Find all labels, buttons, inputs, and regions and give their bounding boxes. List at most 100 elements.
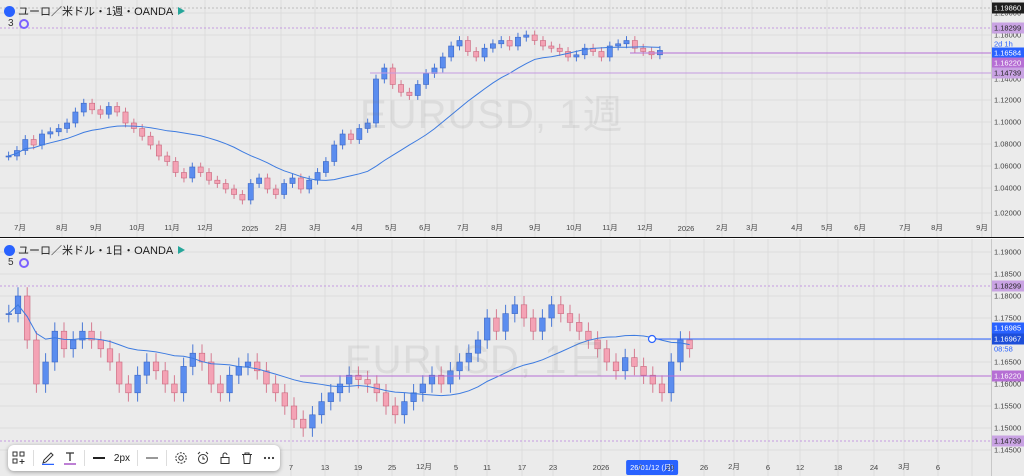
candle-down xyxy=(594,339,601,350)
text-icon[interactable] xyxy=(59,447,81,469)
candle-down xyxy=(122,111,129,124)
daily-x-tick: 18 xyxy=(833,463,843,472)
candle-down xyxy=(598,51,605,58)
candle-up xyxy=(484,317,491,341)
candle-down xyxy=(97,109,104,115)
candle-down xyxy=(231,188,237,195)
candle-down xyxy=(631,40,638,49)
candle-up xyxy=(189,352,196,367)
candle-down xyxy=(97,339,104,350)
weekly-y-tick: 1.12000 xyxy=(994,95,1022,105)
daily-indicator-row: 5 xyxy=(8,257,29,268)
candle-up xyxy=(677,339,684,363)
daily-price-axis[interactable]: 1.190001.185001.180001.175001.170001.165… xyxy=(991,239,1024,476)
candle-up xyxy=(523,34,530,38)
weekly-chart-pane[interactable]: EURUSD, 1週 ユーロ／米ドル・1週・OANDA 3 1.200001.1… xyxy=(0,0,1024,238)
candle-up xyxy=(235,366,242,376)
daily-sub-count[interactable]: 5 xyxy=(8,257,14,268)
weekly-x-tick: 11月 xyxy=(164,223,180,232)
candle-down xyxy=(152,361,160,372)
weekly-y-tick: 1.04000 xyxy=(994,183,1022,193)
line-width-label[interactable]: 2px xyxy=(113,452,131,464)
candle-up xyxy=(309,414,316,429)
candle-up xyxy=(51,330,58,363)
weekly-price-axis[interactable]: 1.200001.180001.160001.140001.120001.100… xyxy=(991,0,1024,237)
candle-up xyxy=(331,144,338,162)
more-icon[interactable] xyxy=(258,447,280,469)
indicator-toggle-icon[interactable] xyxy=(18,257,29,268)
weekly-x-tick: 5月 xyxy=(385,223,397,232)
daily-countdown-tag: 08:58 xyxy=(994,344,1013,354)
candle-down xyxy=(264,177,271,190)
weekly-sub-count[interactable]: 3 xyxy=(8,18,14,29)
weekly-x-tick: 8月 xyxy=(491,223,503,232)
candle-down xyxy=(382,392,390,407)
crosshair-date-badge: 26/01/12 (月) xyxy=(626,460,678,475)
weekly-title[interactable]: ユーロ／米ドル・1週・OANDA xyxy=(18,6,174,18)
candle-down xyxy=(197,166,204,173)
candle-down xyxy=(348,133,354,140)
flag-icon[interactable] xyxy=(178,7,186,15)
candle-up xyxy=(615,43,622,47)
daily-title[interactable]: ユーロ／米ドル・1日・OANDA xyxy=(18,245,174,257)
candle-down xyxy=(297,177,304,190)
candle-up xyxy=(306,179,313,190)
candle-down xyxy=(60,330,68,350)
unlock-icon[interactable] xyxy=(214,447,236,469)
candle-down xyxy=(493,317,500,332)
candle-down xyxy=(548,45,555,49)
candle-down xyxy=(33,339,40,385)
candle-up xyxy=(318,401,325,416)
candle-down xyxy=(272,383,279,394)
weekly-level-1-tag: 1.18299 xyxy=(992,22,1024,34)
candle-up xyxy=(515,36,521,47)
candle-up xyxy=(474,339,482,354)
candle-up xyxy=(72,111,79,124)
weekly-chart-plot[interactable] xyxy=(0,0,991,237)
candle-down xyxy=(139,128,146,137)
line-style-icon[interactable] xyxy=(141,447,163,469)
daily-x-tick: 20 xyxy=(665,463,675,472)
candle-down xyxy=(88,330,95,341)
daily-chart-plot[interactable] xyxy=(0,239,991,476)
moving-average-line xyxy=(8,304,690,397)
daily-chart-pane[interactable]: EURUSD, 1日 ユーロ／米ドル・1日・OANDA 5 1.19000 1.1… xyxy=(0,239,1024,476)
weekly-y-tick: 1.14000 xyxy=(994,74,1022,84)
candle-down xyxy=(254,361,261,372)
candle-up xyxy=(55,128,62,133)
weekly-y-tick: 1.18000 xyxy=(994,30,1022,40)
candle-up xyxy=(256,177,262,184)
drawing-toolbar: 2px xyxy=(8,445,280,471)
grid-plus-icon[interactable] xyxy=(8,447,30,469)
line-width-icon[interactable] xyxy=(88,447,110,469)
weekly-x-tick: 4月 xyxy=(791,223,803,232)
candle-down xyxy=(272,188,279,195)
candle-down xyxy=(125,383,132,394)
weekly-x-tick: 9月 xyxy=(976,223,988,232)
candle-down xyxy=(156,144,162,157)
pencil-icon[interactable] xyxy=(37,447,59,469)
daily-cursor-price-tag: 1.16967 xyxy=(992,333,1024,345)
candle-up xyxy=(134,374,141,394)
trash-icon[interactable] xyxy=(236,447,258,469)
candle-up xyxy=(64,122,70,129)
candle-down xyxy=(438,374,445,385)
candle-down xyxy=(206,172,212,181)
candle-up xyxy=(42,361,49,385)
weekly-y-tick: 1.06000 xyxy=(994,161,1022,171)
daily-x-tick: 26 xyxy=(699,463,709,472)
indicator-toggle-icon[interactable] xyxy=(18,18,29,29)
candle-down xyxy=(612,361,620,372)
alert-icon[interactable] xyxy=(192,447,214,469)
daily-x-tick: 24 xyxy=(869,463,879,472)
candle-up xyxy=(456,361,463,372)
candle-up xyxy=(39,133,45,146)
weekly-x-tick: 3月 xyxy=(309,223,321,232)
candle-down xyxy=(217,383,224,394)
candle-down xyxy=(24,295,31,341)
settings-icon[interactable] xyxy=(170,447,192,469)
flag-icon[interactable] xyxy=(178,246,186,254)
weekly-watermark: EURUSD, 1週 xyxy=(360,93,624,137)
candle-up xyxy=(410,392,417,402)
candle-down xyxy=(389,67,396,85)
